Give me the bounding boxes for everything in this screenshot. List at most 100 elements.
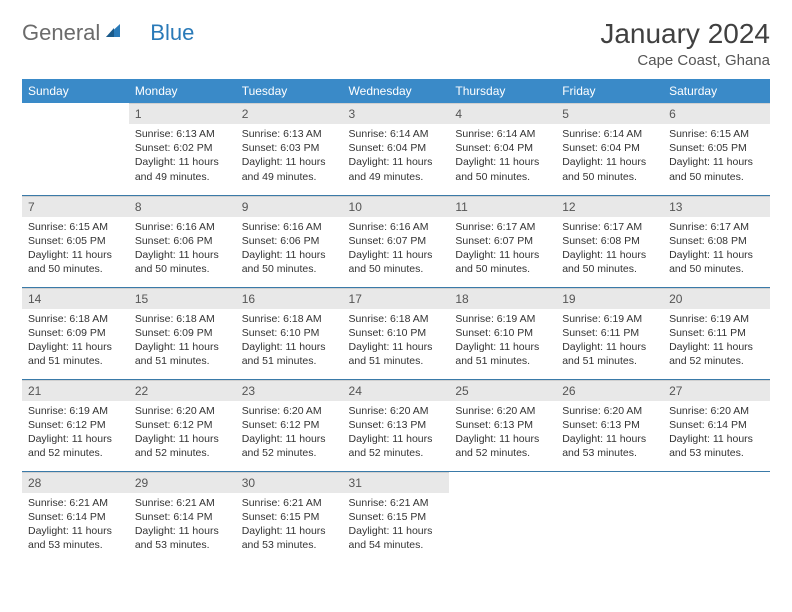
calendar-cell xyxy=(22,103,129,195)
day-number: 2 xyxy=(236,103,343,124)
day-number: 30 xyxy=(236,472,343,493)
day-number: 29 xyxy=(129,472,236,493)
day-content: Sunrise: 6:21 AMSunset: 6:15 PMDaylight:… xyxy=(343,493,450,559)
day-content: Sunrise: 6:20 AMSunset: 6:13 PMDaylight:… xyxy=(556,401,663,467)
calendar-cell: 16Sunrise: 6:18 AMSunset: 6:10 PMDayligh… xyxy=(236,287,343,379)
weekday-header: Thursday xyxy=(449,79,556,103)
calendar-cell: 20Sunrise: 6:19 AMSunset: 6:11 PMDayligh… xyxy=(663,287,770,379)
day-content: Sunrise: 6:14 AMSunset: 6:04 PMDaylight:… xyxy=(556,124,663,190)
calendar-body: 1Sunrise: 6:13 AMSunset: 6:02 PMDaylight… xyxy=(22,103,770,563)
day-number: 13 xyxy=(663,196,770,217)
calendar-cell: 23Sunrise: 6:20 AMSunset: 6:12 PMDayligh… xyxy=(236,379,343,471)
day-number: 19 xyxy=(556,288,663,309)
day-number: 3 xyxy=(343,103,450,124)
brand-text-1: General xyxy=(22,20,100,46)
title-block: January 2024 Cape Coast, Ghana xyxy=(600,18,770,69)
day-number: 1 xyxy=(129,103,236,124)
day-number: 15 xyxy=(129,288,236,309)
day-content: Sunrise: 6:13 AMSunset: 6:03 PMDaylight:… xyxy=(236,124,343,190)
day-content: Sunrise: 6:20 AMSunset: 6:13 PMDaylight:… xyxy=(449,401,556,467)
weekday-header: Tuesday xyxy=(236,79,343,103)
calendar-cell: 12Sunrise: 6:17 AMSunset: 6:08 PMDayligh… xyxy=(556,195,663,287)
day-number: 6 xyxy=(663,103,770,124)
calendar-cell: 1Sunrise: 6:13 AMSunset: 6:02 PMDaylight… xyxy=(129,103,236,195)
day-number: 10 xyxy=(343,196,450,217)
calendar-cell: 19Sunrise: 6:19 AMSunset: 6:11 PMDayligh… xyxy=(556,287,663,379)
day-content: Sunrise: 6:13 AMSunset: 6:02 PMDaylight:… xyxy=(129,124,236,190)
day-content: Sunrise: 6:15 AMSunset: 6:05 PMDaylight:… xyxy=(663,124,770,190)
day-number: 23 xyxy=(236,380,343,401)
calendar-cell: 13Sunrise: 6:17 AMSunset: 6:08 PMDayligh… xyxy=(663,195,770,287)
weekday-header: Sunday xyxy=(22,79,129,103)
calendar-cell: 5Sunrise: 6:14 AMSunset: 6:04 PMDaylight… xyxy=(556,103,663,195)
day-content: Sunrise: 6:16 AMSunset: 6:07 PMDaylight:… xyxy=(343,217,450,283)
day-number: 24 xyxy=(343,380,450,401)
day-number: 11 xyxy=(449,196,556,217)
calendar-cell: 10Sunrise: 6:16 AMSunset: 6:07 PMDayligh… xyxy=(343,195,450,287)
day-content: Sunrise: 6:18 AMSunset: 6:10 PMDaylight:… xyxy=(343,309,450,375)
day-content: Sunrise: 6:19 AMSunset: 6:11 PMDaylight:… xyxy=(663,309,770,375)
calendar-cell: 28Sunrise: 6:21 AMSunset: 6:14 PMDayligh… xyxy=(22,471,129,563)
day-number: 28 xyxy=(22,472,129,493)
day-content: Sunrise: 6:17 AMSunset: 6:08 PMDaylight:… xyxy=(663,217,770,283)
calendar-head: SundayMondayTuesdayWednesdayThursdayFrid… xyxy=(22,79,770,103)
day-number: 31 xyxy=(343,472,450,493)
day-number: 4 xyxy=(449,103,556,124)
calendar-cell: 2Sunrise: 6:13 AMSunset: 6:03 PMDaylight… xyxy=(236,103,343,195)
calendar-cell: 24Sunrise: 6:20 AMSunset: 6:13 PMDayligh… xyxy=(343,379,450,471)
location: Cape Coast, Ghana xyxy=(600,52,770,69)
day-content: Sunrise: 6:19 AMSunset: 6:10 PMDaylight:… xyxy=(449,309,556,375)
calendar-cell: 18Sunrise: 6:19 AMSunset: 6:10 PMDayligh… xyxy=(449,287,556,379)
calendar-cell: 17Sunrise: 6:18 AMSunset: 6:10 PMDayligh… xyxy=(343,287,450,379)
day-content: Sunrise: 6:18 AMSunset: 6:10 PMDaylight:… xyxy=(236,309,343,375)
calendar-cell: 30Sunrise: 6:21 AMSunset: 6:15 PMDayligh… xyxy=(236,471,343,563)
brand-text-2: Blue xyxy=(150,20,194,46)
day-number: 21 xyxy=(22,380,129,401)
day-number: 14 xyxy=(22,288,129,309)
day-content: Sunrise: 6:17 AMSunset: 6:07 PMDaylight:… xyxy=(449,217,556,283)
weekday-header: Wednesday xyxy=(343,79,450,103)
calendar-cell: 9Sunrise: 6:16 AMSunset: 6:06 PMDaylight… xyxy=(236,195,343,287)
day-content: Sunrise: 6:20 AMSunset: 6:13 PMDaylight:… xyxy=(343,401,450,467)
day-number: 25 xyxy=(449,380,556,401)
day-content: Sunrise: 6:17 AMSunset: 6:08 PMDaylight:… xyxy=(556,217,663,283)
calendar-cell: 31Sunrise: 6:21 AMSunset: 6:15 PMDayligh… xyxy=(343,471,450,563)
calendar-cell: 8Sunrise: 6:16 AMSunset: 6:06 PMDaylight… xyxy=(129,195,236,287)
day-number: 7 xyxy=(22,196,129,217)
calendar-cell xyxy=(449,471,556,563)
weekday-header: Friday xyxy=(556,79,663,103)
day-number: 9 xyxy=(236,196,343,217)
day-content: Sunrise: 6:16 AMSunset: 6:06 PMDaylight:… xyxy=(236,217,343,283)
day-content: Sunrise: 6:20 AMSunset: 6:12 PMDaylight:… xyxy=(236,401,343,467)
day-number: 27 xyxy=(663,380,770,401)
calendar-cell: 29Sunrise: 6:21 AMSunset: 6:14 PMDayligh… xyxy=(129,471,236,563)
calendar-cell: 14Sunrise: 6:18 AMSunset: 6:09 PMDayligh… xyxy=(22,287,129,379)
calendar-cell: 6Sunrise: 6:15 AMSunset: 6:05 PMDaylight… xyxy=(663,103,770,195)
day-content: Sunrise: 6:15 AMSunset: 6:05 PMDaylight:… xyxy=(22,217,129,283)
calendar-cell: 27Sunrise: 6:20 AMSunset: 6:14 PMDayligh… xyxy=(663,379,770,471)
day-number: 20 xyxy=(663,288,770,309)
calendar-cell xyxy=(663,471,770,563)
weekday-header: Monday xyxy=(129,79,236,103)
header: General Blue January 2024 Cape Coast, Gh… xyxy=(22,18,770,69)
day-content: Sunrise: 6:21 AMSunset: 6:14 PMDaylight:… xyxy=(22,493,129,559)
weekday-header: Saturday xyxy=(663,79,770,103)
day-number: 18 xyxy=(449,288,556,309)
day-content: Sunrise: 6:21 AMSunset: 6:15 PMDaylight:… xyxy=(236,493,343,559)
calendar-cell: 22Sunrise: 6:20 AMSunset: 6:12 PMDayligh… xyxy=(129,379,236,471)
brand-sail-icon xyxy=(104,22,122,45)
day-number: 12 xyxy=(556,196,663,217)
day-content: Sunrise: 6:21 AMSunset: 6:14 PMDaylight:… xyxy=(129,493,236,559)
day-content: Sunrise: 6:20 AMSunset: 6:14 PMDaylight:… xyxy=(663,401,770,467)
calendar-cell: 7Sunrise: 6:15 AMSunset: 6:05 PMDaylight… xyxy=(22,195,129,287)
calendar-cell: 25Sunrise: 6:20 AMSunset: 6:13 PMDayligh… xyxy=(449,379,556,471)
day-number: 26 xyxy=(556,380,663,401)
day-content: Sunrise: 6:16 AMSunset: 6:06 PMDaylight:… xyxy=(129,217,236,283)
calendar-cell: 15Sunrise: 6:18 AMSunset: 6:09 PMDayligh… xyxy=(129,287,236,379)
day-content: Sunrise: 6:14 AMSunset: 6:04 PMDaylight:… xyxy=(343,124,450,190)
day-content: Sunrise: 6:19 AMSunset: 6:11 PMDaylight:… xyxy=(556,309,663,375)
calendar-cell: 4Sunrise: 6:14 AMSunset: 6:04 PMDaylight… xyxy=(449,103,556,195)
calendar-table: SundayMondayTuesdayWednesdayThursdayFrid… xyxy=(22,79,770,563)
day-content: Sunrise: 6:19 AMSunset: 6:12 PMDaylight:… xyxy=(22,401,129,467)
brand-logo: General Blue xyxy=(22,20,194,46)
